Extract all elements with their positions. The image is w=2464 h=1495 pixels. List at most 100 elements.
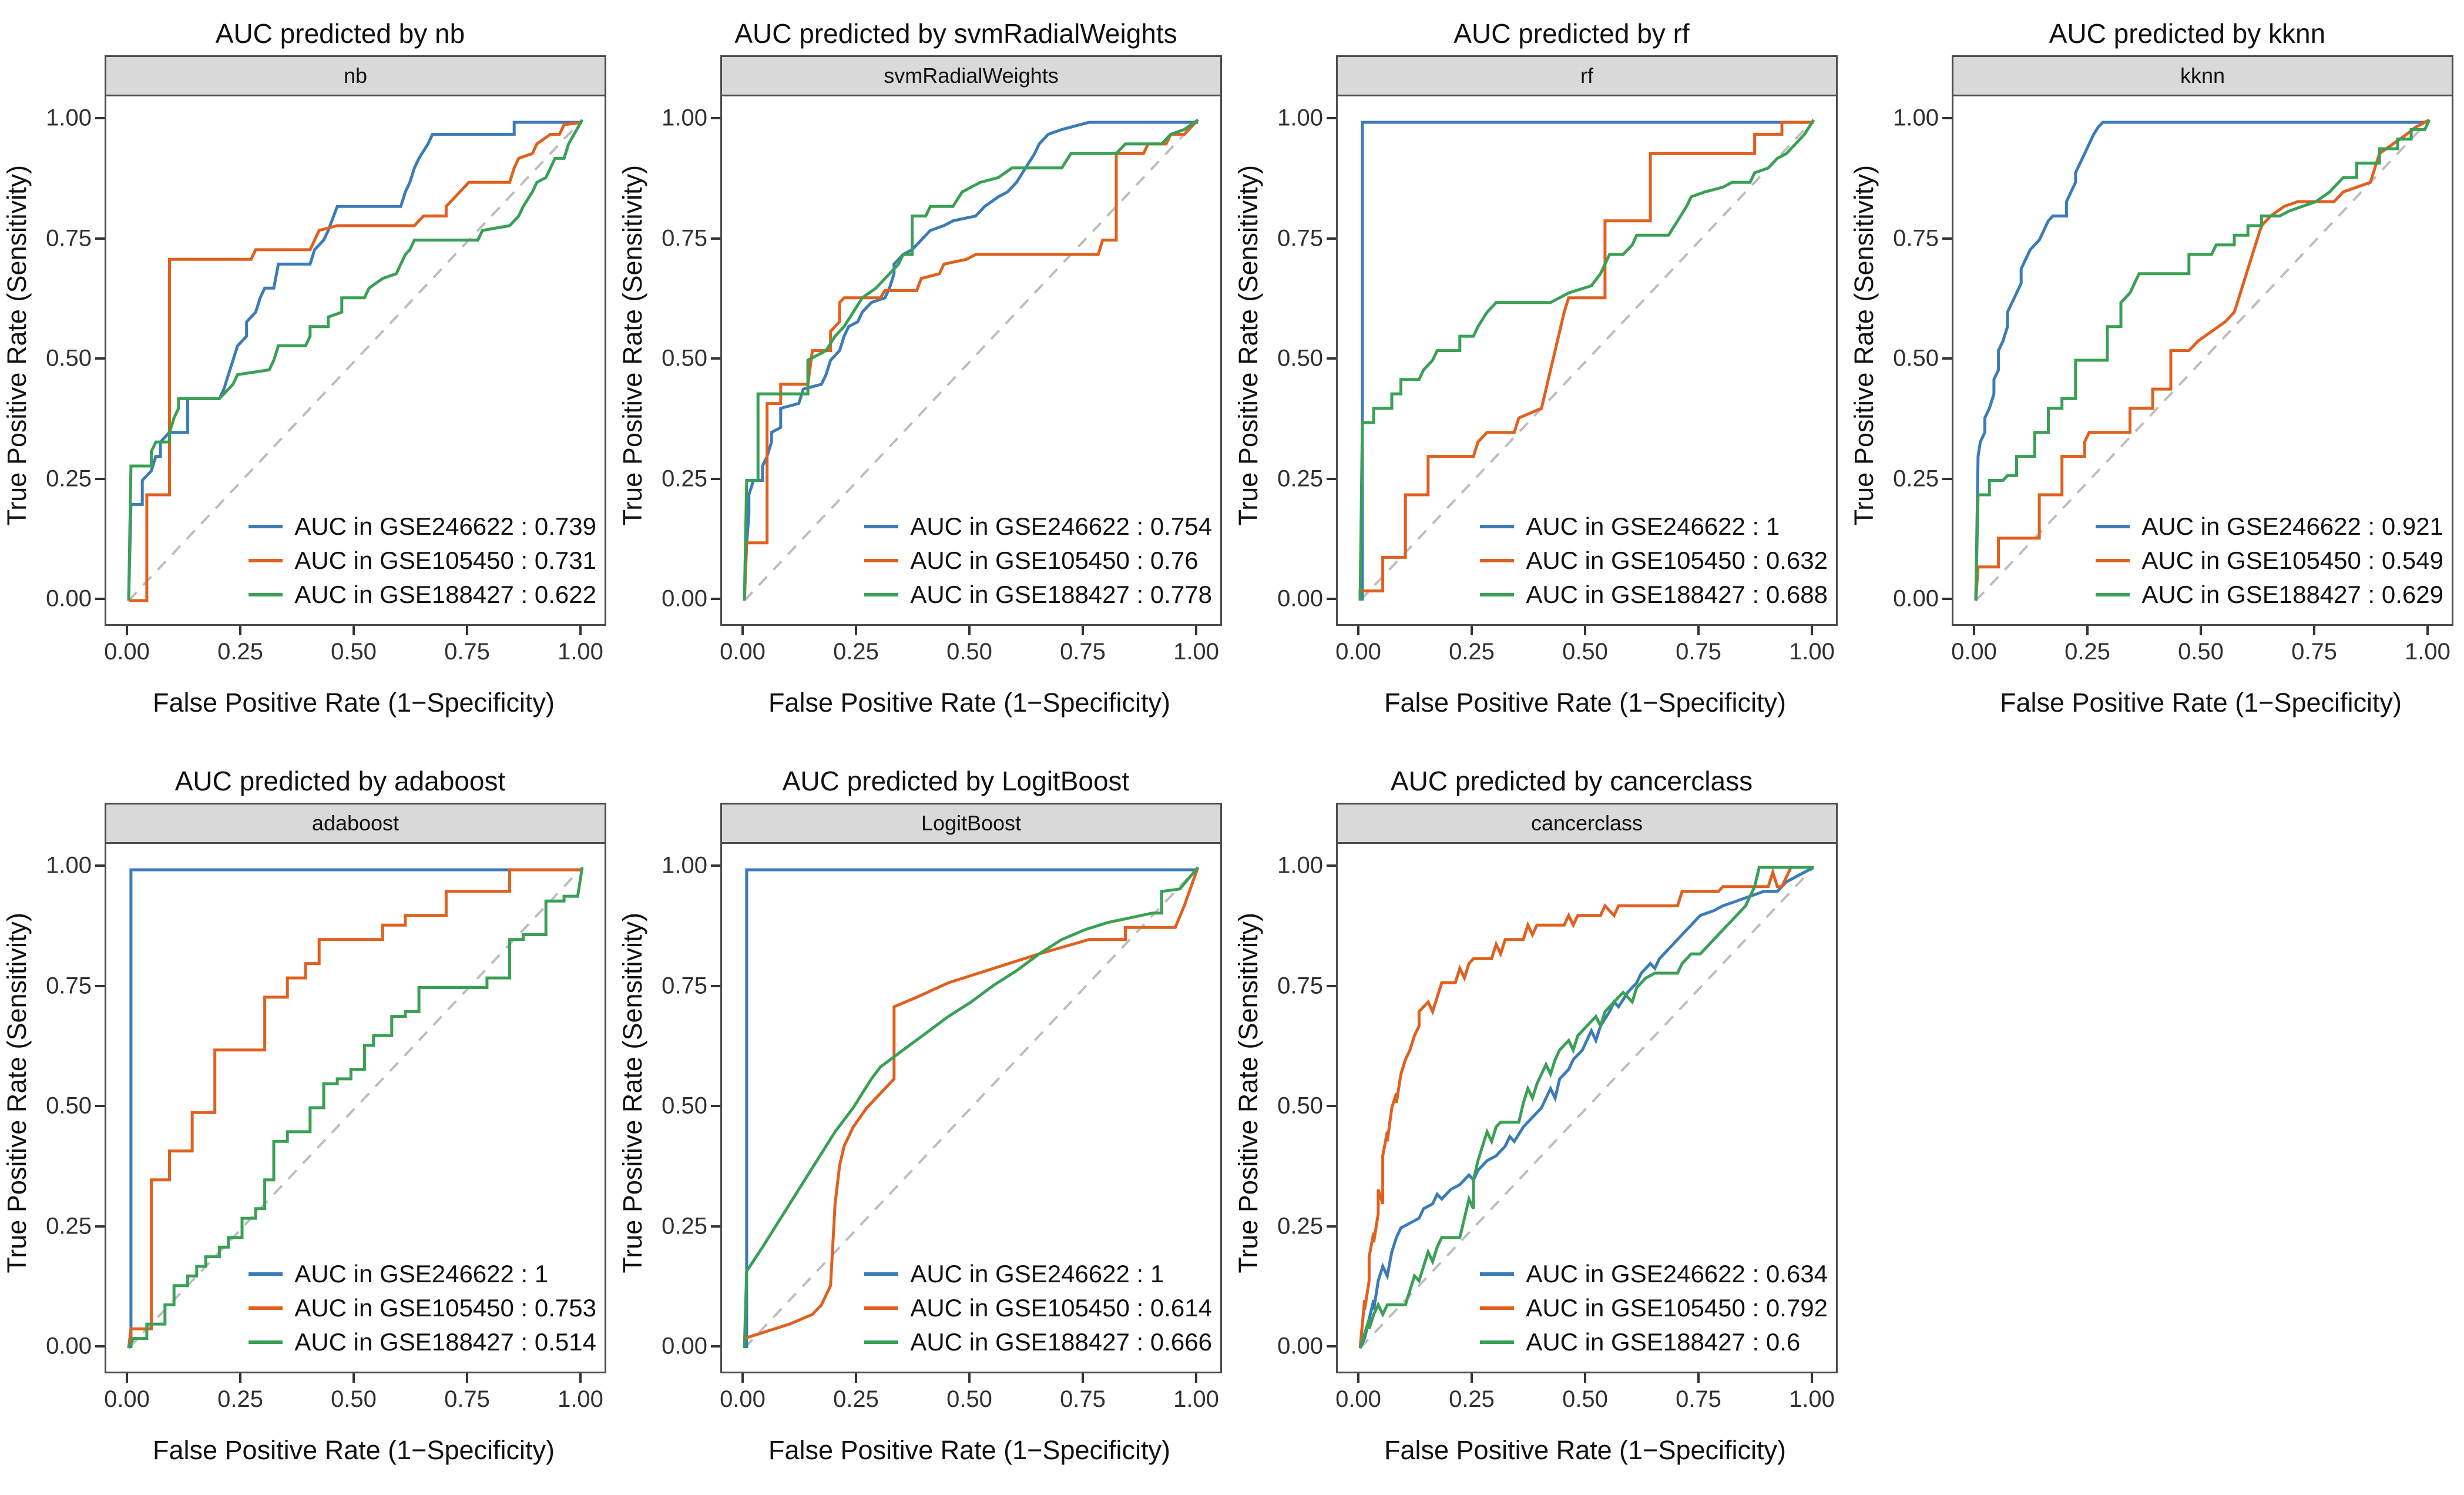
y-tick-mark bbox=[711, 598, 720, 600]
legend-label: AUC in GSE188427 : 0.778 bbox=[910, 581, 1212, 608]
y-tick-mark bbox=[1327, 1105, 1336, 1107]
legend: AUC in GSE246622 : 0.754 AUC in GSE105450… bbox=[864, 512, 1212, 609]
y-tick-label: 0.25 bbox=[662, 465, 707, 491]
roc-panel: AUC predicted by nb True Positive Rate (S… bbox=[0, 0, 616, 748]
legend-line-swatch bbox=[864, 559, 899, 562]
legend-line-swatch bbox=[1480, 1340, 1515, 1344]
legend: AUC in GSE246622 : 1 AUC in GSE105450 : 0… bbox=[864, 1260, 1212, 1356]
plot-area: AUC in GSE246622 : 1 AUC in GSE105450 : 0… bbox=[105, 842, 606, 1373]
panel-body: True Positive Rate (Sensitivity) 0.00 0.25… bbox=[616, 803, 1231, 1471]
legend-item: AUC in GSE246622 : 1 bbox=[864, 1260, 1212, 1288]
x-tick-label: 1.00 bbox=[1789, 639, 1835, 665]
x-tick-mark bbox=[2313, 626, 2315, 635]
roc-curve-GSE188427 bbox=[1358, 866, 1814, 1349]
x-tick-label: 0.50 bbox=[1562, 639, 1608, 665]
x-tick-mark bbox=[239, 626, 241, 635]
legend-line-swatch bbox=[864, 1306, 899, 1310]
y-axis-title-text: True Positive Rate (Sensitivity) bbox=[617, 165, 647, 526]
legend-item: AUC in GSE188427 : 0.622 bbox=[249, 581, 596, 609]
x-tick-mark bbox=[968, 626, 971, 635]
y-tick-mark bbox=[1327, 1345, 1336, 1347]
x-axis-title: False Positive Rate (1−Specificity) bbox=[1384, 688, 1786, 718]
x-tick-mark bbox=[1195, 626, 1197, 635]
y-tick-mark bbox=[1327, 477, 1336, 480]
y-tick-mark bbox=[95, 477, 105, 480]
x-axis-title: False Positive Rate (1−Specificity) bbox=[152, 688, 555, 718]
plot-column: adaboost AUC in GSE246622 : 1 AUC in GSE10… bbox=[104, 803, 606, 1471]
y-axis: 0.00 0.25 0.50 0.75 1.00 bbox=[650, 55, 720, 624]
legend-line-swatch bbox=[864, 1340, 899, 1344]
legend-line-swatch bbox=[249, 1340, 283, 1344]
roc-curve-GSE105450 bbox=[743, 119, 1199, 601]
x-tick-label: 0.00 bbox=[1951, 639, 1997, 665]
x-axis: 0.00 0.25 0.50 0.75 1.00 bbox=[720, 1373, 1219, 1430]
legend-item: AUC in GSE105450 : 0.792 bbox=[1480, 1294, 1828, 1322]
x-tick-mark bbox=[741, 626, 744, 635]
x-axis: 0.00 0.25 0.50 0.75 1.00 bbox=[104, 626, 603, 682]
y-tick-mark bbox=[1327, 864, 1336, 867]
legend-label: AUC in GSE246622 : 0.921 bbox=[2141, 512, 2443, 540]
x-tick-mark bbox=[1584, 1373, 1586, 1383]
x-tick-label: 0.25 bbox=[217, 1386, 263, 1412]
roc-curve-GSE188427 bbox=[1974, 119, 2431, 601]
plot-area: AUC in GSE246622 : 0.754 AUC in GSE105450… bbox=[720, 95, 1222, 626]
x-tick-label: 0.00 bbox=[104, 1386, 150, 1412]
legend-label: AUC in GSE105450 : 0.549 bbox=[2141, 547, 2443, 574]
facet-strip-label: svmRadialWeights bbox=[720, 55, 1222, 95]
x-tick-label: 0.50 bbox=[946, 1386, 992, 1412]
roc-curve-GSE105450 bbox=[1358, 120, 1814, 601]
roc-curve-GSE105450 bbox=[127, 868, 582, 1349]
y-tick-label: 1.00 bbox=[1277, 105, 1323, 131]
x-tick-mark bbox=[1697, 626, 1700, 635]
legend-line-swatch bbox=[249, 1306, 283, 1310]
y-tick-label: 1.00 bbox=[662, 105, 707, 131]
roc-curve-GSE105450 bbox=[1358, 866, 1814, 1349]
x-tick-mark bbox=[353, 626, 355, 635]
legend-item: AUC in GSE246622 : 0.921 bbox=[2096, 512, 2443, 541]
y-tick-mark bbox=[95, 1345, 105, 1347]
x-tick-mark bbox=[579, 1373, 582, 1383]
y-tick-label: 0.50 bbox=[46, 1092, 92, 1119]
y-axis-title-text: True Positive Rate (Sensitivity) bbox=[2, 912, 32, 1273]
legend-item: AUC in GSE105450 : 0.549 bbox=[2096, 547, 2443, 575]
reference-diagonal-line bbox=[1359, 866, 1815, 1349]
y-tick-label: 0.50 bbox=[1893, 345, 1939, 371]
legend-item: AUC in GSE246622 : 1 bbox=[1480, 512, 1828, 541]
plot-area: AUC in GSE246622 : 1 AUC in GSE105450 : 0… bbox=[720, 842, 1222, 1373]
y-tick-label: 0.75 bbox=[662, 973, 707, 998]
legend-label: AUC in GSE105450 : 0.792 bbox=[1526, 1294, 1828, 1322]
x-tick-mark bbox=[2200, 626, 2202, 635]
legend-label: AUC in GSE188427 : 0.688 bbox=[1526, 581, 1828, 608]
panel-body: True Positive Rate (Sensitivity) 0.00 0.25… bbox=[0, 55, 616, 723]
x-axis-title: False Positive Rate (1−Specificity) bbox=[1384, 1435, 1786, 1465]
legend-label: AUC in GSE188427 : 0.514 bbox=[294, 1328, 596, 1356]
y-axis-title-text: True Positive Rate (Sensitivity) bbox=[1849, 165, 1879, 526]
x-tick-label: 0.75 bbox=[1676, 639, 1721, 665]
facet-strip-label: adaboost bbox=[105, 803, 606, 842]
x-tick-mark bbox=[741, 1373, 744, 1383]
reference-diagonal-line bbox=[127, 119, 583, 602]
roc-curve-GSE188427 bbox=[743, 118, 1199, 601]
y-tick-mark bbox=[711, 357, 720, 360]
legend-label: AUC in GSE246622 : 0.634 bbox=[1526, 1260, 1828, 1288]
roc-curve-GSE188427 bbox=[127, 867, 584, 1349]
x-tick-label: 0.25 bbox=[217, 639, 263, 665]
panel-title: AUC predicted by adaboost bbox=[174, 766, 506, 796]
x-tick-mark bbox=[1082, 626, 1084, 635]
legend-item: AUC in GSE105450 : 0.76 bbox=[864, 547, 1212, 575]
y-axis: 0.00 0.25 0.50 0.75 1.00 bbox=[1881, 55, 1952, 624]
x-tick-mark bbox=[353, 1373, 355, 1383]
legend-item: AUC in GSE105450 : 0.632 bbox=[1480, 547, 1828, 575]
legend-item: AUC in GSE246622 : 0.634 bbox=[1480, 1260, 1828, 1288]
legend-label: AUC in GSE188427 : 0.6 bbox=[1526, 1328, 1801, 1356]
legend-item: AUC in GSE188427 : 0.6 bbox=[1480, 1328, 1828, 1356]
legend-item: AUC in GSE188427 : 0.666 bbox=[864, 1328, 1212, 1356]
plot-column: svmRadialWeights AUC in GSE246622 : 0.754… bbox=[720, 55, 1222, 723]
panel-title: AUC predicted by LogitBoost bbox=[782, 766, 1130, 796]
panel-title: AUC predicted by svmRadialWeights bbox=[734, 18, 1177, 49]
x-tick-label: 0.00 bbox=[1335, 639, 1381, 665]
reference-diagonal-line bbox=[743, 119, 1199, 602]
roc-panel: AUC predicted by rf True Positive Rate (S… bbox=[1231, 0, 1847, 748]
y-tick-mark bbox=[95, 1105, 105, 1107]
